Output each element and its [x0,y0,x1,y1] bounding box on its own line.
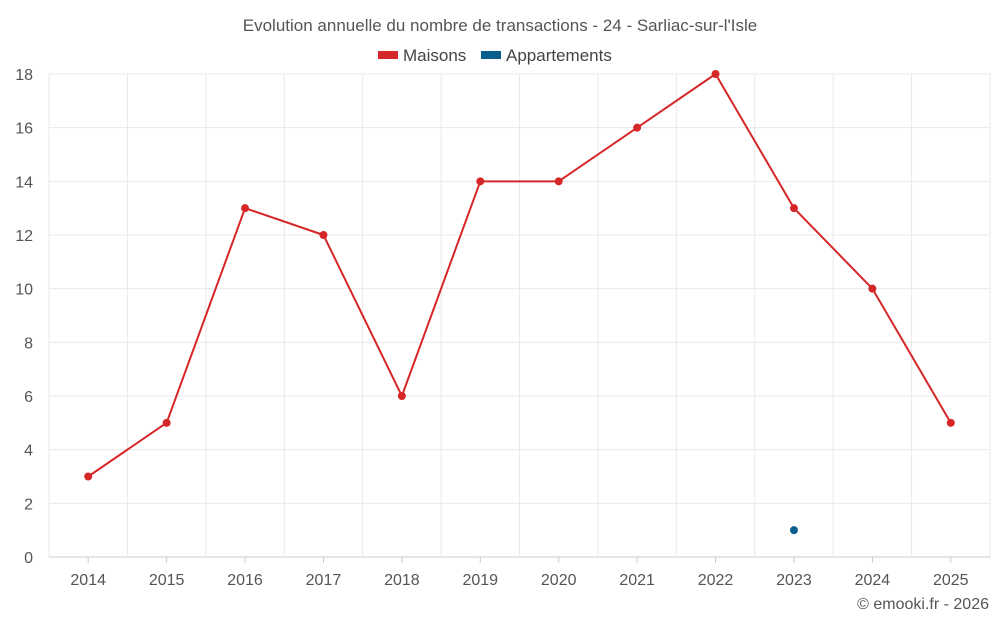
data-point-maisons[interactable] [319,231,328,239]
chart-title: Evolution annuelle du nombre de transact… [243,16,757,35]
y-tick-label: 6 [24,389,33,406]
y-tick-label: 18 [15,67,33,84]
legend-swatch-maisons [378,51,398,59]
legend-label-maisons: Maisons [403,46,466,65]
y-tick-label: 10 [15,282,33,299]
data-point-maisons[interactable] [789,204,798,213]
data-point-maisons[interactable] [241,204,250,213]
data-point-maisons[interactable] [162,418,171,427]
x-axis-ticks: 2014 2015 2016 2017 2018 2019 2020 2021 2022 2023… [70,572,968,589]
data-point-maisons[interactable] [397,392,406,400]
y-tick-label: 12 [15,228,33,245]
x-tick-label: 2019 [462,572,498,589]
x-tick-label: 2023 [776,572,812,589]
x-tick-label: 2015 [149,572,185,589]
y-tick-label: 2 [24,496,33,513]
legend-swatch-appartements [481,51,501,59]
credit-text: © emooki.fr - 2026 [857,596,989,613]
data-point-maisons[interactable] [554,177,563,186]
data-point-maisons[interactable] [84,472,93,481]
x-tick-label: 2024 [855,572,891,589]
x-tick-label: 2017 [306,572,342,589]
x-tick-label: 2022 [698,572,734,589]
data-point-appartements[interactable] [789,526,798,535]
series-layer [84,70,955,535]
data-point-maisons[interactable] [946,418,955,427]
data-point-maisons[interactable] [633,123,642,132]
data-point-maisons[interactable] [868,284,877,293]
y-tick-label: 8 [24,335,33,352]
x-tick-label: 2014 [70,572,106,589]
legend-item-appartements[interactable]: Appartements [481,46,612,65]
y-axis-ticks: 0 2 4 6 8 10 12 14 16 18 [15,67,33,567]
y-tick-label: 0 [24,550,33,567]
data-point-maisons[interactable] [711,70,720,78]
legend-item-maisons[interactable]: Maisons [378,46,466,65]
x-tick-label: 2018 [384,572,420,589]
y-tick-label: 4 [24,443,33,460]
legend-label-appartements: Appartements [506,46,612,65]
data-point-maisons[interactable] [476,177,485,186]
x-tick-label: 2025 [933,572,969,589]
x-tick-label: 2016 [227,572,263,589]
grid [48,73,991,563]
y-tick-label: 14 [15,174,33,191]
series-line-maisons [87,73,952,478]
x-tick-label: 2021 [619,572,655,589]
y-tick-label: 16 [15,121,33,138]
x-tick-label: 2020 [541,572,577,589]
legend[interactable]: Maisons Appartements [378,46,612,65]
